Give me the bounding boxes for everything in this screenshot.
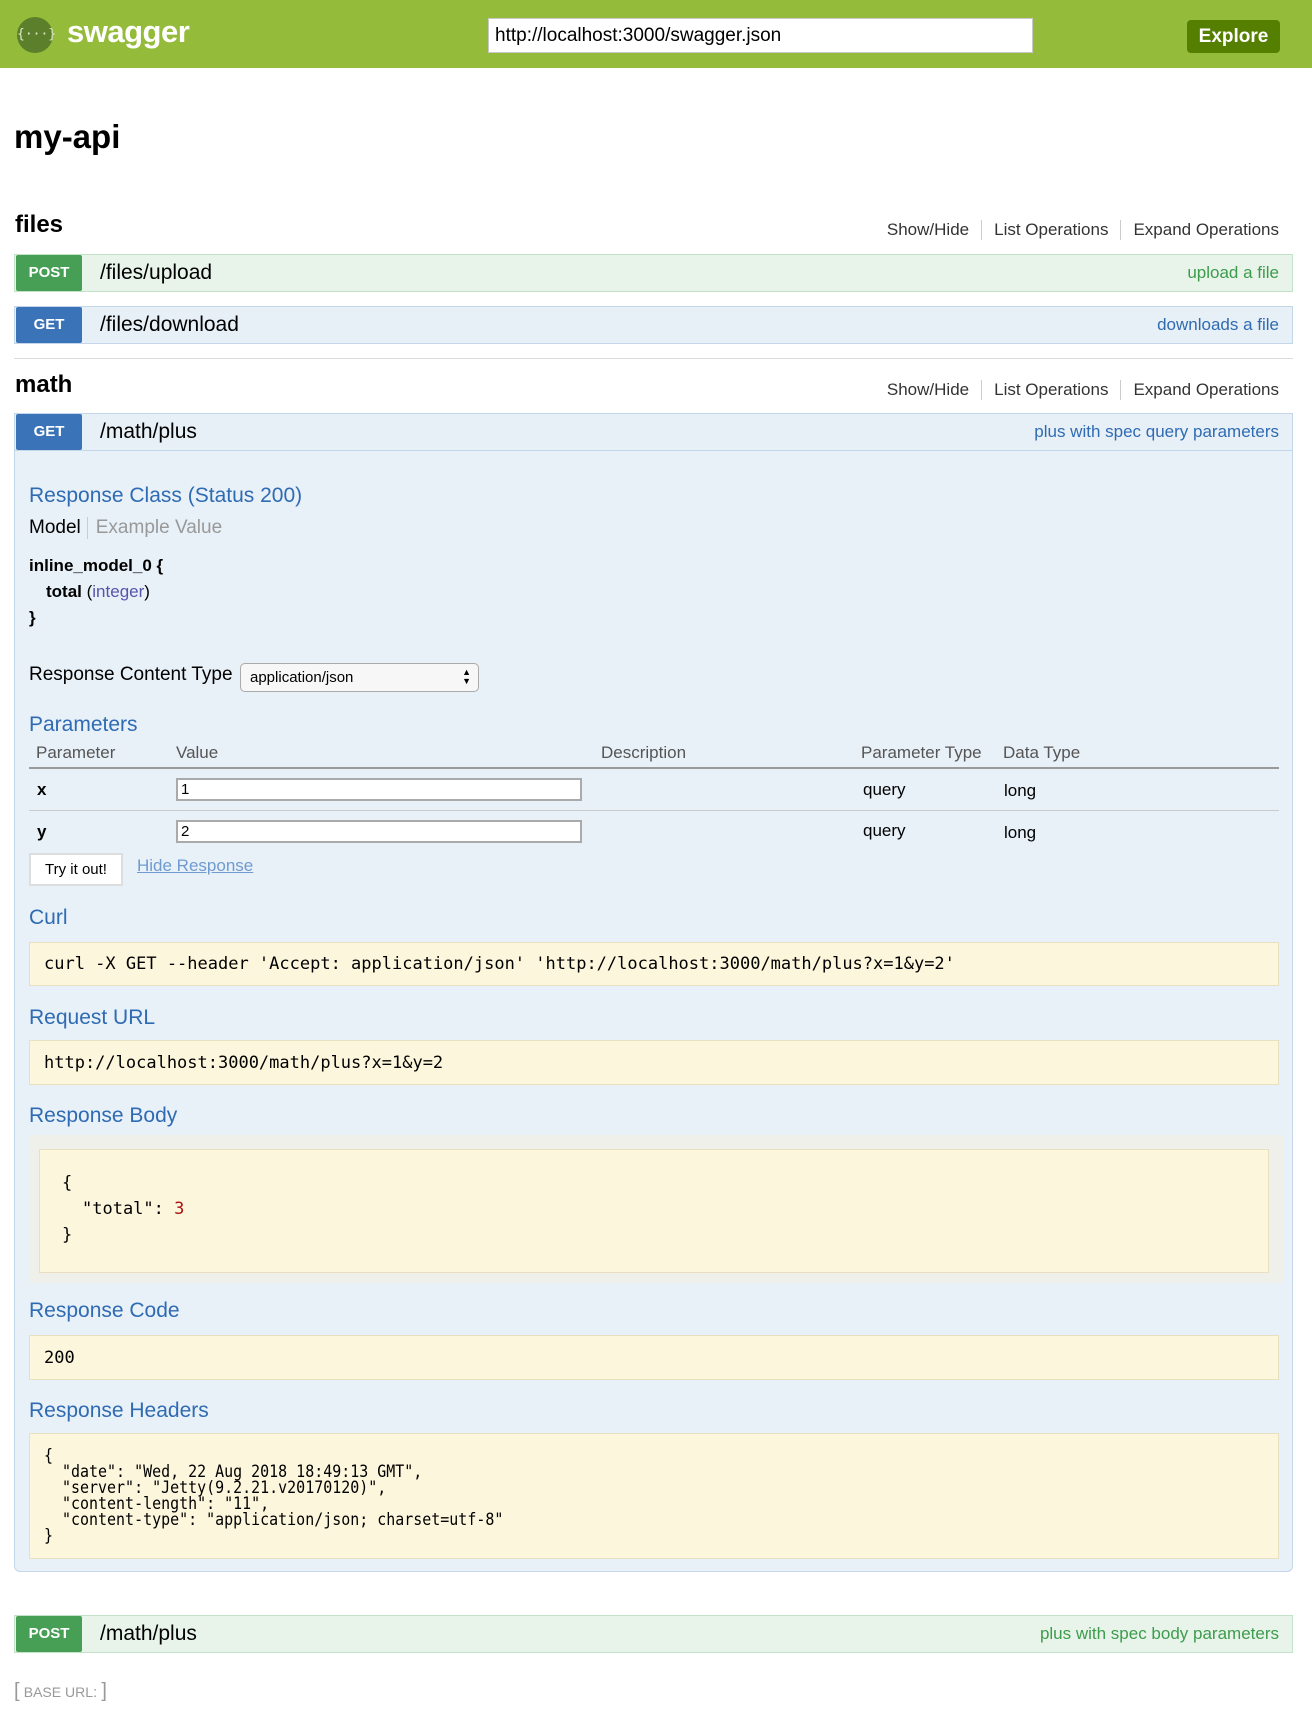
param-y-input[interactable] — [176, 820, 582, 843]
body-line: "total": 3 — [62, 1196, 1246, 1222]
table-row: x query long — [29, 778, 1279, 802]
curl-title: Curl — [29, 906, 68, 929]
param-x-input[interactable] — [176, 778, 582, 801]
table-header-line — [29, 767, 1279, 769]
operation-post-files-upload[interactable]: POST /files/upload upload a file — [14, 254, 1293, 292]
body-close: } — [62, 1225, 73, 1245]
expand-operations-link[interactable]: Expand Operations — [1133, 220, 1279, 239]
method-badge[interactable]: GET — [16, 414, 82, 450]
request-url: http://localhost:3000/math/plus?x=1&y=2 — [44, 1052, 444, 1073]
request-url-title: Request URL — [29, 1006, 156, 1029]
operation-path[interactable]: /math/plus — [100, 1622, 197, 1645]
operation-get-files-download[interactable]: GET /files/download downloads a file — [14, 306, 1293, 344]
request-url-box: http://localhost:3000/math/plus?x=1&y=2 — [29, 1040, 1279, 1085]
resource-links-math: Show/Hide List Operations Expand Operati… — [875, 380, 1279, 400]
operation-content — [14, 450, 1293, 1572]
try-it-out-button[interactable]: Try it out! — [29, 853, 123, 886]
row-divider — [29, 810, 1279, 811]
top-bar: {···} swagger Explore — [0, 0, 1312, 68]
operation-get-math-plus[interactable]: GET /math/plus plus with spec query para… — [14, 413, 1293, 451]
content-type-select[interactable]: application/json ▲ ▼ — [240, 663, 479, 692]
model-tab[interactable]: Model — [29, 517, 88, 539]
response-body: { "total": 3 } — [39, 1149, 1269, 1273]
table-row: y query long — [29, 820, 1279, 844]
model-field: total (integer) — [46, 582, 150, 601]
list-operations-link[interactable]: List Operations — [982, 220, 1122, 240]
show-hide-link[interactable]: Show/Hide — [875, 380, 983, 400]
operation-summary[interactable]: upload a file — [1187, 263, 1279, 282]
response-headers: { "date": "Wed, 22 Aug 2018 18:49:13 GMT… — [44, 1446, 504, 1546]
operation-summary[interactable]: plus with spec body parameters — [1039, 1624, 1279, 1643]
select-arrows-icon: ▲ ▼ — [462, 667, 471, 686]
col-parameter-type: Parameter Type — [861, 743, 982, 762]
response-body-title: Response Body — [29, 1104, 178, 1127]
col-parameter: Parameter — [36, 743, 116, 762]
operation-summary[interactable]: plus with spec query parameters — [1034, 422, 1279, 441]
curl-command: curl -X GET --header 'Accept: applicatio… — [44, 954, 955, 974]
expand-operations-link[interactable]: Expand Operations — [1133, 380, 1279, 399]
field-name: total — [46, 582, 82, 601]
response-code: 200 — [44, 1347, 75, 1368]
example-value-tab[interactable]: Example Value — [95, 517, 223, 538]
body-open: { — [62, 1173, 73, 1193]
response-code-title: Response Code — [29, 1299, 180, 1322]
base-url-label: BASE URL — [23, 1684, 93, 1700]
api-title: my-api — [14, 118, 121, 155]
resource-title-math[interactable]: math — [15, 371, 73, 398]
data-type: long — [1004, 823, 1037, 842]
col-data-type: Data Type — [1003, 743, 1081, 762]
param-name: y — [37, 822, 47, 841]
base-url: [ BASE URL: ] — [14, 1680, 107, 1702]
method-badge[interactable]: GET — [16, 307, 82, 343]
body-value: 3 — [174, 1199, 185, 1219]
resource-links-files: Show/Hide List Operations Expand Operati… — [875, 220, 1279, 240]
operation-path[interactable]: /files/download — [100, 313, 239, 336]
content-type-label: Response Content Type — [29, 664, 233, 685]
operation-summary[interactable]: downloads a file — [1157, 315, 1279, 334]
model-tabs: Model Example Value — [29, 517, 222, 539]
data-type: long — [1004, 781, 1037, 800]
hide-response-link[interactable]: Hide Response — [137, 856, 254, 875]
model-close: } — [29, 608, 36, 627]
divider — [14, 358, 1293, 359]
operation-path[interactable]: /math/plus — [100, 420, 197, 443]
list-operations-link[interactable]: List Operations — [982, 380, 1122, 400]
braces-icon: {···} — [17, 17, 56, 53]
model-name: inline_model_0 { — [29, 556, 164, 575]
method-badge[interactable]: POST — [16, 1616, 82, 1652]
response-headers-title: Response Headers — [29, 1399, 209, 1422]
param-type: query — [863, 780, 906, 799]
curl-box: curl -X GET --header 'Accept: applicatio… — [29, 942, 1279, 986]
param-name: x — [37, 780, 47, 799]
logo-text: swagger — [67, 14, 190, 49]
field-type: integer — [92, 582, 145, 601]
show-hide-link[interactable]: Show/Hide — [875, 220, 983, 240]
content-type-value: application/json — [250, 669, 354, 686]
param-type: query — [863, 821, 906, 840]
method-badge[interactable]: POST — [16, 255, 82, 291]
col-value: Value — [176, 743, 219, 762]
operation-path[interactable]: /files/upload — [100, 261, 213, 284]
response-class-title: Response Class (Status 200) — [29, 484, 303, 507]
resource-title-files[interactable]: files — [15, 211, 64, 238]
response-headers-box: { "date": "Wed, 22 Aug 2018 18:49:13 GMT… — [29, 1433, 1279, 1559]
col-description: Description — [601, 743, 687, 762]
operation-post-math-plus[interactable]: POST /math/plus plus with spec body para… — [14, 1615, 1293, 1653]
spec-url-input[interactable] — [488, 18, 1033, 53]
explore-button[interactable]: Explore — [1187, 20, 1280, 53]
response-code-box: 200 — [29, 1335, 1279, 1380]
body-key: "total": — [82, 1199, 175, 1219]
parameters-title: Parameters — [29, 713, 138, 736]
